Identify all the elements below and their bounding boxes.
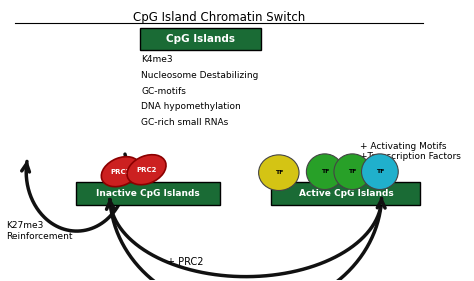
Text: TF: TF xyxy=(376,169,384,174)
Text: K4me3: K4me3 xyxy=(141,55,173,64)
Ellipse shape xyxy=(127,155,166,185)
Text: TF: TF xyxy=(274,170,283,175)
Text: GC-motifs: GC-motifs xyxy=(141,87,186,96)
Text: + PRC2: + PRC2 xyxy=(167,257,203,267)
Ellipse shape xyxy=(334,154,371,189)
FancyBboxPatch shape xyxy=(140,28,261,50)
Text: GC-rich small RNAs: GC-rich small RNAs xyxy=(141,118,228,127)
Text: PRC2: PRC2 xyxy=(137,167,157,173)
Text: TF: TF xyxy=(320,169,329,174)
Text: + Activating Motifs
+Transcription Factors: + Activating Motifs +Transcription Facto… xyxy=(360,142,461,161)
Ellipse shape xyxy=(362,154,398,189)
Ellipse shape xyxy=(101,157,140,187)
Text: DNA hypomethylation: DNA hypomethylation xyxy=(141,102,241,111)
Text: CpG Islands: CpG Islands xyxy=(166,34,235,44)
FancyBboxPatch shape xyxy=(272,182,420,205)
Text: K27me3
Reinforcement: K27me3 Reinforcement xyxy=(6,221,73,241)
Ellipse shape xyxy=(259,155,299,191)
Text: Inactive CpG Islands: Inactive CpG Islands xyxy=(96,189,200,198)
FancyBboxPatch shape xyxy=(76,182,220,205)
Text: Nucleosome Destabilizing: Nucleosome Destabilizing xyxy=(141,71,258,80)
Text: Active CpG Islands: Active CpG Islands xyxy=(299,189,393,198)
Ellipse shape xyxy=(306,154,343,189)
Text: CpG Island Chromatin Switch: CpG Island Chromatin Switch xyxy=(133,11,305,24)
Text: PRC2: PRC2 xyxy=(110,169,131,175)
Text: TF: TF xyxy=(348,169,356,174)
